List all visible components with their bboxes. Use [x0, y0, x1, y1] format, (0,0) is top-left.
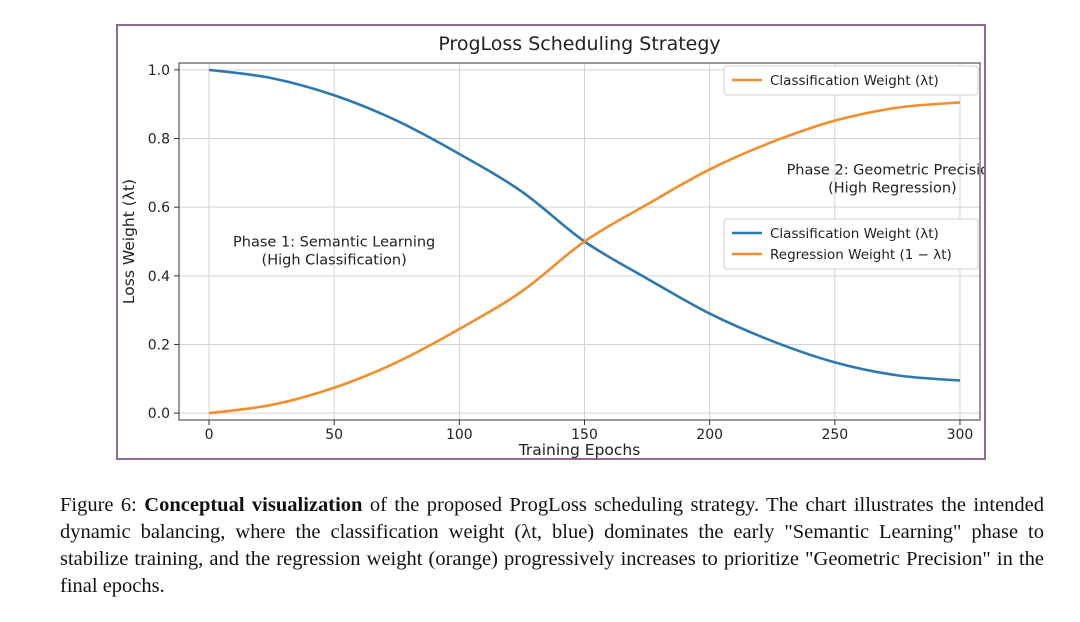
- chart-title: ProgLoss Scheduling Strategy: [438, 33, 720, 55]
- caption-prefix: Figure 6:: [60, 494, 145, 516]
- annotation-phase-1: Phase 1: Semantic Learning: [233, 235, 435, 251]
- series-line-regression: [208, 101, 961, 415]
- x-tick-label: 300: [947, 427, 974, 443]
- y-tick-label: 1.0: [148, 63, 170, 79]
- y-tick-label: 0.6: [148, 200, 170, 216]
- legend-main-label: Regression Weight (1 − λt): [770, 247, 952, 263]
- legend-top-box: [723, 65, 979, 96]
- x-tick-label: 50: [325, 427, 343, 443]
- x-axis-label: Training Epochs: [518, 441, 641, 458]
- y-tick-label: 0.4: [148, 269, 170, 285]
- legend-main-label: Classification Weight (λt): [770, 226, 939, 242]
- y-tick-label: 0.2: [148, 337, 170, 353]
- caption-bold: Conceptual visualization: [144, 494, 363, 516]
- annotations: Phase 1: Semantic Learning (High Classifi…: [233, 163, 984, 269]
- tick-labels: 0 50 100 150 200 250 300 0.0 0.2 0.4 0.6 0.8 1.0: [148, 63, 974, 443]
- x-tick-label: 200: [696, 427, 723, 443]
- plot-area-border: [178, 62, 981, 421]
- annotation-phase-2: (High Regression): [828, 181, 957, 197]
- legend-main: Classification Weight (λt) Regression Wei…: [723, 218, 979, 270]
- series-layer: [208, 68, 961, 415]
- y-tick-label: 0.8: [148, 132, 170, 148]
- figure-caption: Figure 6: Conceptual visualization of th…: [60, 492, 1044, 600]
- legend-top-label: Classification Weight (λt): [770, 73, 939, 89]
- chart-frame: 0 50 100 150 200 250 300 0.0 0.2 0.4 0.6 0.8 1.0 Pro…: [116, 24, 986, 460]
- annotation-phase-1: (High Classification): [262, 253, 407, 269]
- legend-top: Classification Weight (λt): [723, 65, 979, 96]
- caption-rest: of the proposed ProgLoss scheduling stra…: [60, 494, 1045, 597]
- y-axis-label: Loss Weight (λt): [120, 179, 138, 304]
- x-tick-label: 0: [205, 427, 214, 443]
- y-tick-label: 0.0: [148, 406, 170, 422]
- x-tick-label: 250: [821, 427, 848, 443]
- x-tick-label: 100: [446, 427, 473, 443]
- legend-main-box: [723, 218, 979, 270]
- annotation-phase-2: Phase 2: Geometric Precision: [787, 163, 984, 179]
- x-tick-label: 150: [571, 427, 598, 443]
- chart: 0 50 100 150 200 250 300 0.0 0.2 0.4 0.6 0.8 1.0 Pro…: [120, 33, 984, 458]
